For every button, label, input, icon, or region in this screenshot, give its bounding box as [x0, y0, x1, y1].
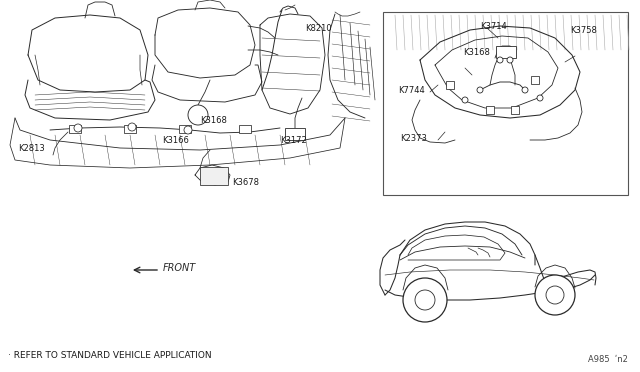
Text: K2373: K2373	[400, 134, 427, 142]
Circle shape	[128, 123, 136, 131]
Circle shape	[546, 286, 564, 304]
Bar	[383, 12, 628, 195]
Circle shape	[74, 124, 82, 132]
Text: · REFER TO STANDARD VEHICLE APPLICATION: · REFER TO STANDARD VEHICLE APPLICATION	[8, 350, 212, 359]
Bar	[486, 106, 494, 114]
Bar	[446, 81, 454, 89]
Text: K8210: K8210	[305, 23, 332, 32]
Circle shape	[415, 290, 435, 310]
Bar	[124, 125, 136, 133]
Circle shape	[535, 275, 575, 315]
Text: K3166: K3166	[162, 135, 189, 144]
Text: K3168: K3168	[200, 115, 227, 125]
Bar	[239, 125, 251, 133]
Bar	[69, 125, 81, 133]
Text: K3758: K3758	[570, 26, 597, 35]
Bar	[511, 106, 519, 114]
Text: K3678: K3678	[232, 177, 259, 186]
Circle shape	[184, 126, 192, 134]
Text: FRONT: FRONT	[163, 263, 196, 273]
Text: K3714: K3714	[480, 22, 507, 31]
Text: K3168: K3168	[463, 48, 490, 57]
Circle shape	[188, 105, 208, 125]
Bar	[496, 46, 516, 58]
Circle shape	[507, 57, 513, 63]
Bar	[179, 125, 191, 133]
Text: K2813: K2813	[18, 144, 45, 153]
Circle shape	[522, 87, 528, 93]
Circle shape	[403, 278, 447, 322]
Bar	[285, 128, 305, 140]
Circle shape	[497, 57, 503, 63]
Circle shape	[462, 97, 468, 103]
Text: K7744: K7744	[398, 86, 425, 94]
Text: K3172: K3172	[280, 135, 307, 144]
Bar	[531, 76, 539, 84]
Circle shape	[537, 95, 543, 101]
Text: A985  ʹn2: A985 ʹn2	[588, 356, 628, 365]
Circle shape	[477, 87, 483, 93]
Bar	[200, 167, 228, 185]
